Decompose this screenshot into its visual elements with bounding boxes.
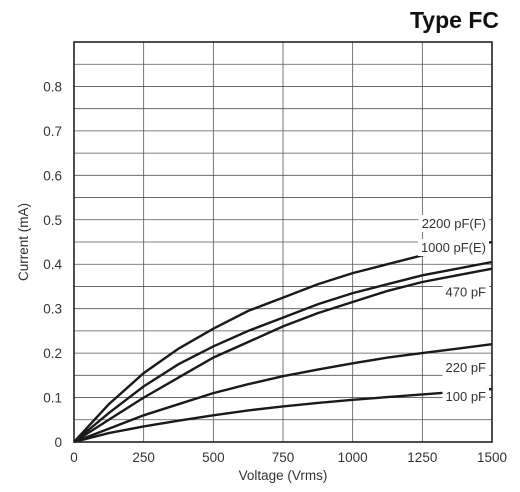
series-line xyxy=(73,267,493,444)
x-axis-label: Voltage (Vrms) xyxy=(239,468,328,483)
chart-title: Type FC xyxy=(410,7,499,33)
curve-label: 1000 pF(E) xyxy=(417,239,489,256)
x-tick-label: 500 xyxy=(202,450,225,465)
y-axis-label: Current (mA) xyxy=(16,203,31,281)
plot-frame xyxy=(73,41,493,443)
y-tick-label: 0.3 xyxy=(43,302,62,317)
x-tick-label: 750 xyxy=(272,450,295,465)
y-tick-label: 0.1 xyxy=(43,391,62,406)
x-tick-label: 1000 xyxy=(338,450,368,465)
x-tick-label: 1250 xyxy=(407,450,437,465)
curve-label-bg xyxy=(417,239,489,256)
y-tick-label: 0.5 xyxy=(43,213,62,228)
series-line xyxy=(73,260,493,443)
curve-label: 2200 pF(F) xyxy=(418,215,489,232)
y-tick-label: 0.2 xyxy=(43,346,62,361)
curve-label-text: 1000 pF(E) xyxy=(421,240,486,255)
curve-label-text: 470 pF xyxy=(446,285,487,300)
x-tick-label: 1500 xyxy=(477,450,507,465)
curve-label: 470 pF xyxy=(442,283,490,301)
curve-label: 100 pF xyxy=(442,388,490,406)
y-tick-label: 0 xyxy=(54,435,62,450)
y-tick-label: 0.8 xyxy=(43,79,62,94)
curve-label-bg xyxy=(442,283,490,301)
curve-label-text: 100 pF xyxy=(446,389,487,404)
grid-layer xyxy=(73,41,493,443)
curve-label-text: 2200 pF(F) xyxy=(422,216,486,231)
y-tick-label: 0.6 xyxy=(43,168,62,183)
x-tick-label: 250 xyxy=(132,450,155,465)
curve-label-bg xyxy=(418,215,489,232)
x-tick-label: 0 xyxy=(70,450,78,465)
y-tick-label: 0.4 xyxy=(43,257,62,272)
curve-label-bg xyxy=(442,359,490,377)
curve-label-text: 220 pF xyxy=(446,360,487,375)
curve-label: 220 pF xyxy=(442,359,490,377)
y-tick-labels: 0 0.1 0.2 0.3 0.4 0.5 0.6 0.7 0.8 xyxy=(43,79,62,450)
x-tick-labels: 0 250 500 750 1000 1250 1500 xyxy=(70,450,507,465)
y-tick-label: 0.7 xyxy=(43,124,62,139)
curve-label-bg xyxy=(442,388,490,406)
curve-labels: 2200 pF(F) 1000 pF(E) 470 pF 220 pF 100 pF xyxy=(417,215,490,406)
series-line xyxy=(73,343,493,444)
series-line xyxy=(73,387,493,444)
